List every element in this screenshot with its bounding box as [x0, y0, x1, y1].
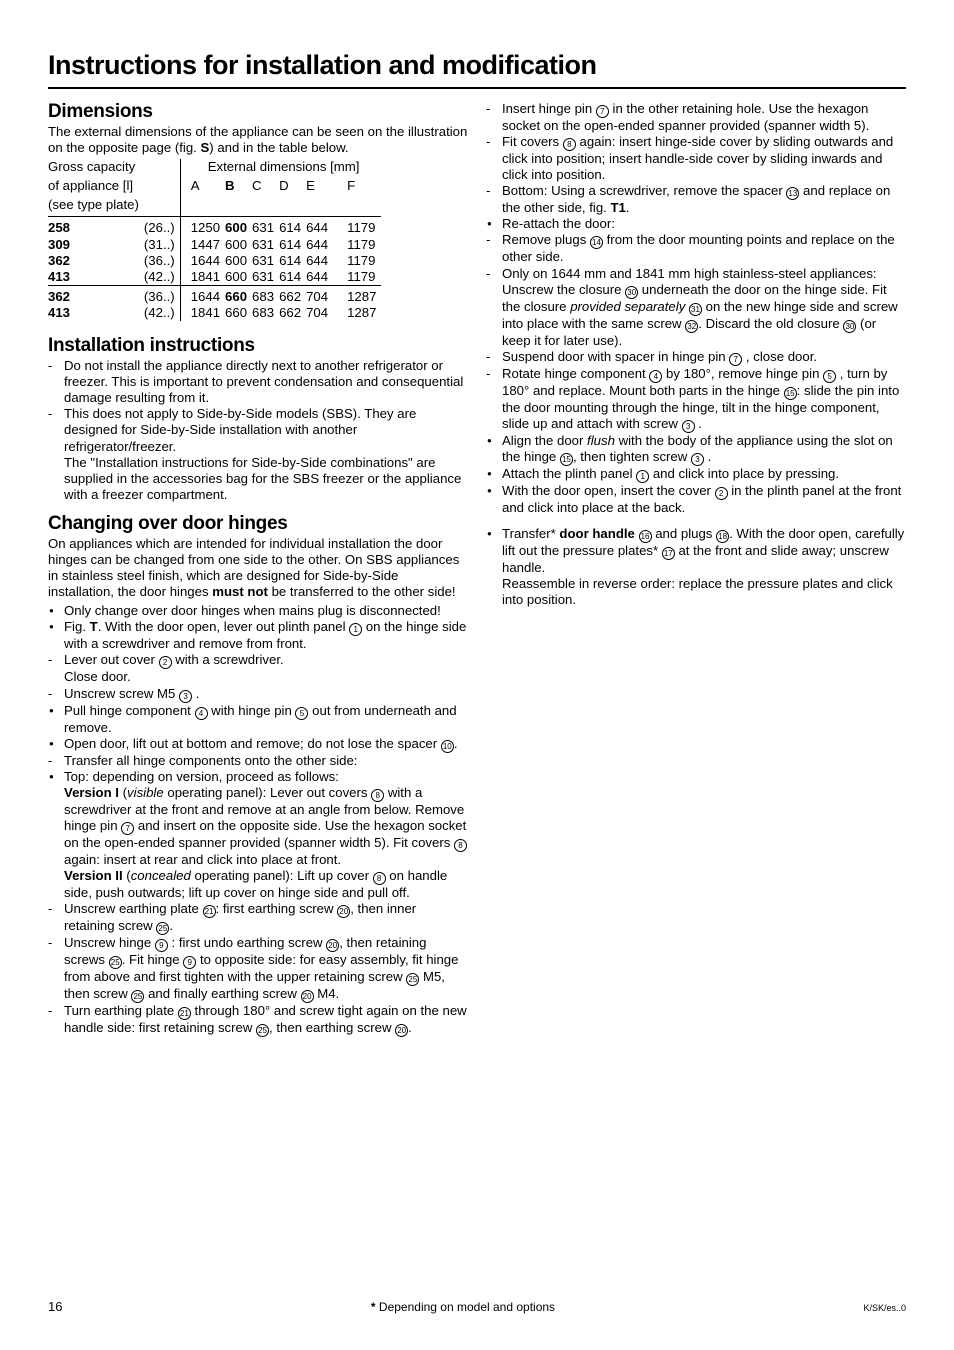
list-item: Rotate hinge component 4 by 180°, remove…	[486, 366, 906, 433]
th-c: C	[252, 178, 279, 197]
text: Do not install the appliance directly ne…	[64, 358, 463, 405]
right-column: Insert hinge pin 7 in the other retainin…	[486, 101, 906, 1037]
install-list: Do not install the appliance directly ne…	[48, 358, 468, 503]
text-bold: must not	[212, 584, 268, 599]
doc-code: K/SK/es..0	[863, 1303, 906, 1313]
left-column: Dimensions The external dimensions of th…	[48, 101, 468, 1037]
right-list-2: Transfer* door handle 16 and plugs 18. W…	[486, 526, 906, 608]
list-item: Bottom: Using a screwdriver, remove the …	[486, 183, 906, 216]
text: This does not apply to Side-by-Side mode…	[64, 406, 416, 453]
text: Only change over door hinges when mains …	[64, 603, 441, 618]
list-item: Lever out cover 2 with a screwdriver.Clo…	[48, 652, 468, 685]
list-item: Pull hinge component 4 with hinge pin 5 …	[48, 703, 468, 736]
footnote-text: Depending on model and options	[379, 1300, 555, 1314]
page-title: Instructions for installation and modifi…	[48, 50, 906, 81]
footnote: * Depending on model and options	[371, 1300, 555, 1314]
th-ext: External dimensions [mm]	[180, 159, 381, 178]
fig-s: S	[201, 140, 210, 155]
list-item: With the door open, insert the cover 2 i…	[486, 483, 906, 516]
table-row: 309(31..)14476006316146441179	[48, 237, 381, 253]
list-item: Suspend door with spacer in hinge pin 7 …	[486, 349, 906, 366]
list-item: Remove plugs 14 from the door mounting p…	[486, 232, 906, 265]
footer: 16 * Depending on model and options K/SK…	[48, 1299, 906, 1314]
list-item: Only change over door hinges when mains …	[48, 603, 468, 619]
dimensions-table: Gross capacity External dimensions [mm] …	[48, 159, 381, 321]
list-item: Insert hinge pin 7 in the other retainin…	[486, 101, 906, 134]
hinges-intro: On appliances which are intended for ind…	[48, 536, 468, 600]
table-row: 362(36..)16446606836627041287	[48, 286, 381, 305]
list-item: Align the door flush with the body of th…	[486, 433, 906, 466]
list-item: Fit covers 8 again: insert hinge-side co…	[486, 134, 906, 183]
table-row: 362(36..)16446006316146441179	[48, 253, 381, 269]
list-item: Top: depending on version, proceed as fo…	[48, 769, 468, 901]
th-d: D	[279, 178, 306, 197]
list-item: Transfer all hinge components onto the o…	[48, 753, 468, 769]
list-item: Unscrew hinge 9 : first undo earthing sc…	[48, 935, 468, 1003]
right-list: Insert hinge pin 7 in the other retainin…	[486, 101, 906, 516]
table-row: 413(42..)18416006316146441179	[48, 269, 381, 286]
list-item: Fig. T. With the door open, lever out pl…	[48, 619, 468, 652]
text: ) and in the table below.	[209, 140, 348, 155]
list-item: Transfer* door handle 16 and plugs 18. W…	[486, 526, 906, 608]
list-item: Attach the plinth panel 1 and click into…	[486, 466, 906, 483]
text: The "Installation instructions for Side-…	[64, 455, 461, 502]
list-item: Do not install the appliance directly ne…	[48, 358, 468, 406]
th-a: A	[180, 178, 225, 197]
list-item: Unscrew screw M5 3 .	[48, 686, 468, 703]
list-item: Open door, lift out at bottom and remove…	[48, 736, 468, 753]
table-row: 258(26..)12506006316146441179	[48, 217, 381, 236]
list-item: Re-attach the door:	[486, 216, 906, 232]
th-e: E	[306, 178, 333, 197]
list-item: This does not apply to Side-by-Side mode…	[48, 406, 468, 503]
table-row: 413(42..)18416606836627041287	[48, 305, 381, 321]
page-number: 16	[48, 1299, 62, 1314]
columns: Dimensions The external dimensions of th…	[48, 101, 906, 1037]
th-capacity: Gross capacity	[48, 159, 144, 178]
th-b: B	[225, 178, 252, 197]
th: of appliance [l]	[48, 178, 144, 197]
install-heading: Installation instructions	[48, 335, 468, 357]
list-item: Turn earthing plate 21 through 180° and …	[48, 1003, 468, 1037]
th-f: F	[333, 178, 381, 197]
hinges-list: Only change over door hinges when mains …	[48, 603, 468, 1037]
dimensions-intro: The external dimensions of the appliance…	[48, 124, 468, 156]
text: be transferred to the other side!	[268, 584, 456, 599]
list-item: Only on 1644 mm and 1841 mm high stainle…	[486, 266, 906, 349]
dimensions-heading: Dimensions	[48, 101, 468, 123]
list-item: Unscrew earthing plate 21: first earthin…	[48, 901, 468, 935]
title-rule	[48, 87, 906, 89]
page: Instructions for installation and modifi…	[0, 0, 954, 1350]
hinges-heading: Changing over door hinges	[48, 513, 468, 535]
th: (see type plate)	[48, 197, 144, 217]
